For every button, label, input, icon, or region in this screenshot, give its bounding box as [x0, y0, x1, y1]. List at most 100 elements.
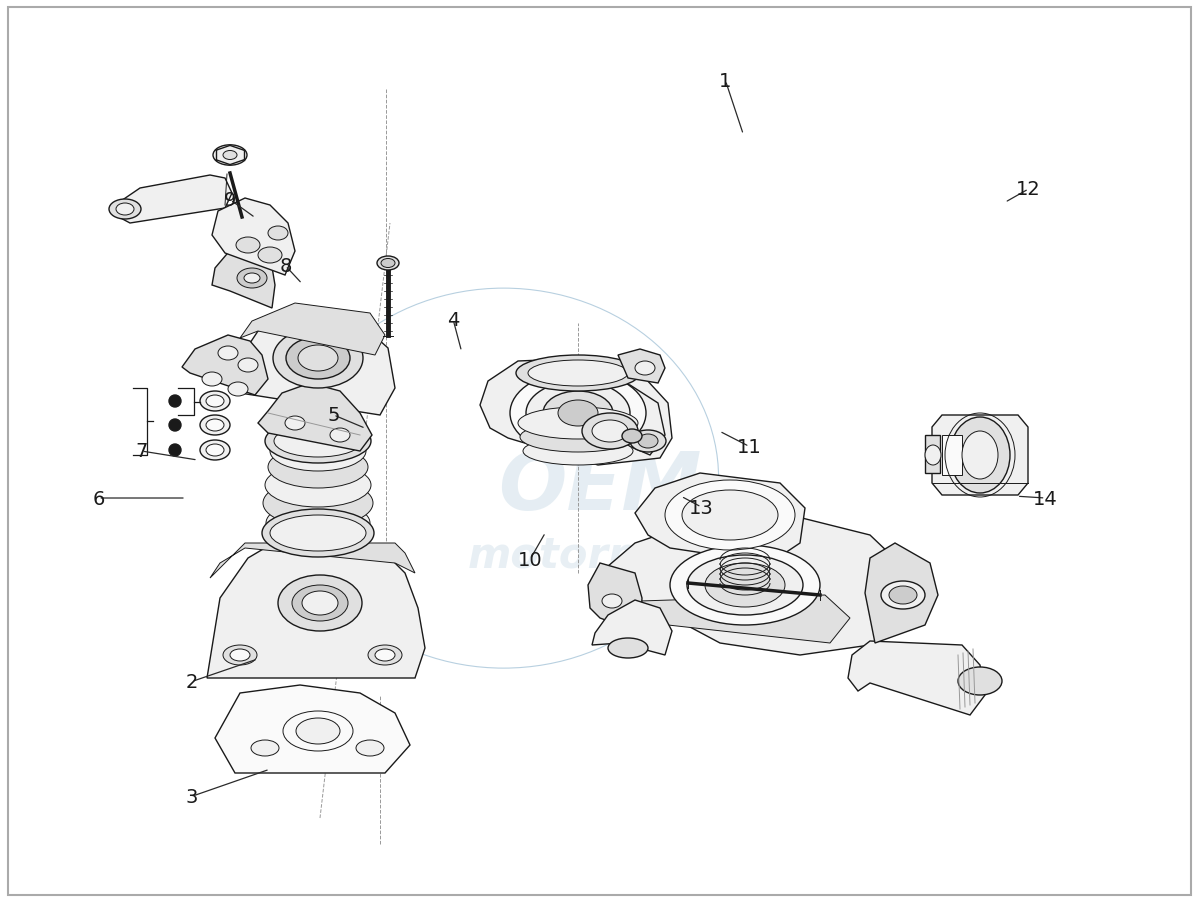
Ellipse shape — [236, 237, 260, 254]
Text: 11: 11 — [737, 437, 761, 457]
Ellipse shape — [962, 432, 998, 479]
Ellipse shape — [602, 594, 622, 609]
Ellipse shape — [330, 429, 350, 442]
Polygon shape — [115, 176, 231, 224]
Polygon shape — [212, 244, 275, 309]
Text: 12: 12 — [1017, 180, 1041, 200]
Ellipse shape — [518, 407, 638, 440]
Ellipse shape — [265, 463, 370, 507]
Ellipse shape — [888, 586, 917, 604]
Ellipse shape — [296, 718, 341, 744]
Ellipse shape — [237, 269, 267, 289]
Ellipse shape — [258, 247, 282, 264]
Ellipse shape — [629, 431, 665, 452]
Ellipse shape — [582, 415, 607, 432]
Ellipse shape — [200, 392, 230, 412]
Polygon shape — [848, 641, 986, 715]
Ellipse shape — [223, 152, 237, 161]
Ellipse shape — [218, 347, 237, 360]
Ellipse shape — [375, 649, 394, 661]
Polygon shape — [210, 544, 415, 578]
Ellipse shape — [206, 444, 224, 457]
Ellipse shape — [665, 480, 795, 551]
Text: 8: 8 — [279, 256, 291, 276]
Ellipse shape — [558, 401, 598, 426]
Polygon shape — [207, 535, 424, 678]
Ellipse shape — [283, 712, 353, 751]
Ellipse shape — [269, 227, 288, 241]
Ellipse shape — [109, 200, 141, 219]
Polygon shape — [240, 303, 385, 356]
Polygon shape — [617, 349, 665, 384]
Text: motorparts: motorparts — [468, 535, 731, 576]
Ellipse shape — [287, 338, 350, 379]
Ellipse shape — [608, 638, 647, 658]
Ellipse shape — [200, 415, 230, 435]
Ellipse shape — [270, 516, 366, 552]
Ellipse shape — [293, 585, 348, 621]
Text: 14: 14 — [1034, 489, 1058, 508]
Polygon shape — [932, 415, 1028, 496]
Ellipse shape — [213, 145, 247, 166]
Ellipse shape — [302, 591, 338, 615]
Ellipse shape — [201, 373, 222, 386]
Ellipse shape — [206, 396, 224, 407]
Ellipse shape — [881, 582, 924, 610]
Polygon shape — [212, 199, 295, 275]
Polygon shape — [924, 435, 940, 473]
Text: 5: 5 — [327, 405, 339, 425]
Ellipse shape — [263, 509, 374, 557]
Ellipse shape — [510, 372, 646, 455]
Ellipse shape — [950, 417, 1010, 493]
Ellipse shape — [245, 274, 260, 284]
Polygon shape — [182, 336, 269, 396]
Ellipse shape — [223, 646, 257, 666]
Ellipse shape — [270, 432, 366, 471]
Text: 7: 7 — [135, 442, 147, 461]
Text: OEM: OEM — [498, 449, 701, 526]
Polygon shape — [620, 595, 850, 643]
Text: 13: 13 — [689, 498, 713, 517]
Polygon shape — [540, 378, 665, 455]
Ellipse shape — [705, 563, 785, 608]
Ellipse shape — [251, 740, 279, 756]
Ellipse shape — [682, 490, 778, 540]
Ellipse shape — [523, 438, 633, 465]
Ellipse shape — [237, 358, 258, 373]
Text: 10: 10 — [518, 550, 542, 570]
Polygon shape — [588, 563, 641, 633]
Circle shape — [169, 444, 181, 457]
Polygon shape — [231, 312, 394, 415]
Text: 9: 9 — [224, 191, 236, 210]
Ellipse shape — [528, 360, 628, 386]
Polygon shape — [215, 685, 410, 773]
Polygon shape — [635, 473, 805, 563]
Text: 3: 3 — [186, 787, 198, 806]
Ellipse shape — [200, 441, 230, 461]
Text: 2: 2 — [186, 672, 198, 692]
Text: 1: 1 — [719, 71, 731, 91]
Ellipse shape — [582, 414, 638, 450]
Ellipse shape — [924, 445, 941, 465]
Ellipse shape — [526, 382, 629, 445]
Ellipse shape — [687, 555, 803, 615]
Circle shape — [169, 396, 181, 407]
Ellipse shape — [368, 646, 402, 666]
Ellipse shape — [266, 501, 370, 545]
Ellipse shape — [273, 329, 363, 388]
Polygon shape — [592, 600, 671, 656]
Ellipse shape — [228, 383, 248, 396]
Ellipse shape — [622, 430, 641, 443]
Polygon shape — [480, 358, 671, 465]
Ellipse shape — [230, 649, 251, 661]
Ellipse shape — [958, 667, 1002, 695]
Ellipse shape — [285, 416, 305, 431]
Ellipse shape — [116, 204, 134, 216]
Text: 6: 6 — [92, 489, 104, 508]
Ellipse shape — [206, 420, 224, 432]
Ellipse shape — [269, 446, 368, 489]
Polygon shape — [600, 516, 920, 656]
Ellipse shape — [265, 420, 370, 463]
Ellipse shape — [592, 421, 628, 442]
Ellipse shape — [516, 356, 640, 392]
